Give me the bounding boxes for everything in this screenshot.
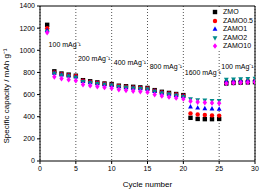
- svg-text:5: 5: [74, 165, 78, 172]
- svg-text:400 mAg⁻¹: 400 mAg⁻¹: [114, 59, 147, 67]
- svg-text:1000: 1000: [19, 47, 35, 54]
- html-text:ZMO: ZMO: [223, 8, 239, 15]
- svg-text:30: 30: [251, 165, 253, 172]
- svg-text:1600 mAg⁻¹: 1600 mAg⁻¹: [185, 69, 222, 77]
- svg-text:0: 0: [38, 165, 42, 172]
- svg-text:800: 800: [23, 69, 35, 76]
- svg-text:25: 25: [215, 165, 223, 172]
- html-text:ZAMO10: ZAMO10: [223, 42, 252, 49]
- svg-text:200 mAg⁻¹: 200 mAg⁻¹: [78, 55, 111, 63]
- html-text:ZAMO2: ZAMO2: [223, 33, 248, 41]
- svg-text:400: 400: [23, 113, 35, 120]
- svg-text:15: 15: [144, 165, 152, 172]
- svg-text:1400: 1400: [19, 2, 35, 9]
- svg-text:1200: 1200: [19, 25, 35, 32]
- svg-text:0: 0: [31, 157, 35, 164]
- html-text:ZAMO1: ZAMO1: [223, 25, 248, 32]
- svg-text:600: 600: [23, 91, 35, 98]
- svg-text:Specific capacity / mAh g⁻¹: Specific capacity / mAh g⁻¹: [8, 48, 11, 143]
- svg-text:Cycle number: Cycle number: [123, 180, 173, 189]
- svg-text:800 mAg⁻¹: 800 mAg⁻¹: [150, 63, 183, 71]
- svg-text:10: 10: [108, 165, 116, 172]
- svg-text:100 mAg⁻¹: 100 mAg⁻¹: [49, 41, 82, 49]
- svg-text:200: 200: [23, 135, 35, 142]
- svg-text:20: 20: [179, 165, 187, 172]
- svg-text:100 mAg⁻¹: 100 mAg⁻¹: [221, 63, 253, 71]
- html-text:ZAMO0.5: ZAMO0.5: [223, 16, 253, 24]
